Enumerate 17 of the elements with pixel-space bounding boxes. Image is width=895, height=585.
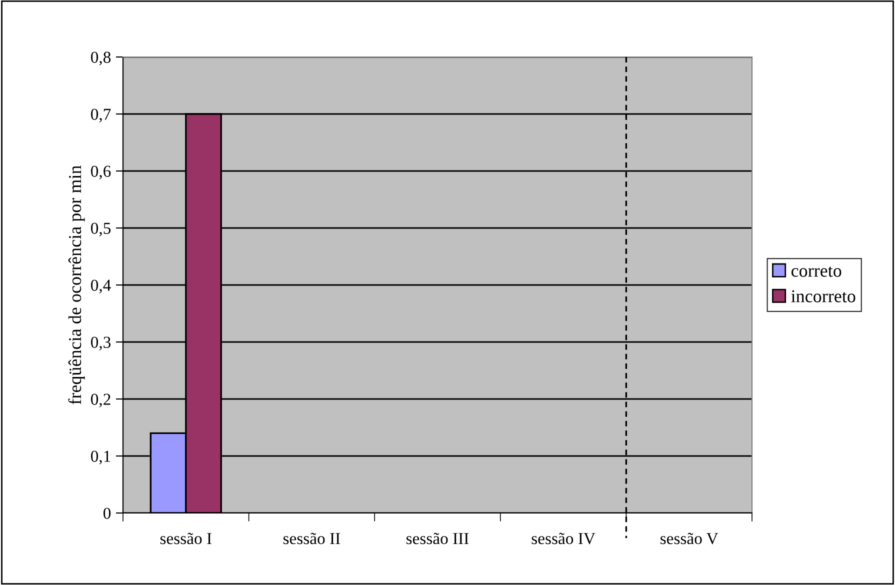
y-tick-label: 0,2 <box>90 394 110 408</box>
x-tick-label: sessão V <box>660 532 718 544</box>
y-tick-label: 0,1 <box>90 450 110 464</box>
y-tick-label: 0,8 <box>90 52 111 66</box>
legend-label: correto <box>791 266 842 277</box>
legend-label: incorreto <box>791 290 856 302</box>
x-tick-label: sessão III <box>406 532 469 544</box>
y-axis-title: freqüência de ocorrência por min <box>68 165 85 404</box>
y-tick-label: 0,7 <box>90 108 111 122</box>
y-tick-label: 0,6 <box>90 166 111 180</box>
x-tick-label: sessão I <box>160 532 212 544</box>
y-tick-label: 0,5 <box>90 222 111 236</box>
x-tick-label: sessão II <box>283 532 340 544</box>
y-tick-label: 0,3 <box>90 336 111 350</box>
y-tick-label: 0,4 <box>90 280 111 294</box>
y-tick-label: 0 <box>103 508 111 519</box>
x-tick-label: sessão IV <box>532 532 596 544</box>
